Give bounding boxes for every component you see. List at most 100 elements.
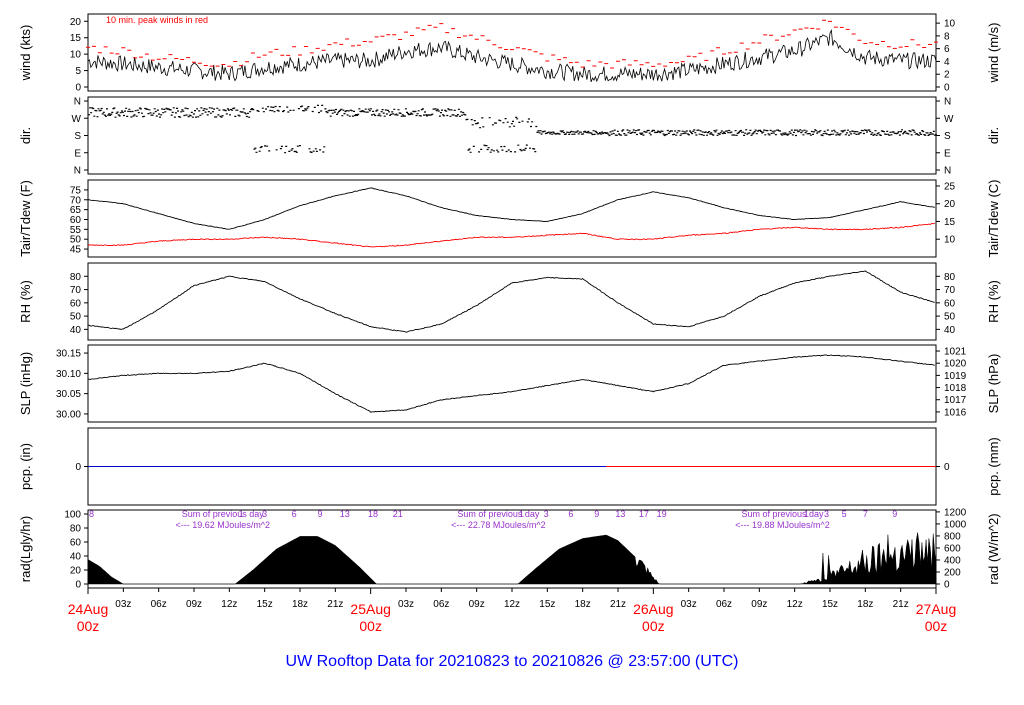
- day-label-date: 24Aug: [68, 601, 108, 617]
- ytick-right-label: 80: [944, 272, 956, 283]
- ytick-left-label: 100: [64, 510, 81, 521]
- xtick-label: 12z: [787, 599, 803, 610]
- ytick-left-label: 80: [70, 272, 82, 283]
- ytick-left-label: 45: [70, 245, 82, 256]
- ytick-left-label: 5: [75, 66, 81, 77]
- ylabel-right-slp: SLP (hPa): [986, 354, 1001, 414]
- day-label-date: 26Aug: [633, 601, 673, 617]
- ytick-right-label: S: [944, 131, 951, 142]
- xtick-label: 21z: [610, 599, 626, 610]
- ytick-right-label: 1018: [944, 383, 967, 394]
- ytick-left-label: 50: [70, 235, 82, 246]
- xtick-label: 09z: [186, 599, 202, 610]
- ytick-left-label: 15: [70, 33, 82, 44]
- ytick-right-label: 1019: [944, 371, 967, 382]
- day-label-time: 00z: [642, 618, 665, 634]
- sun-hour-mark: 21: [393, 509, 403, 519]
- ytick-left-label: 40: [70, 552, 82, 563]
- ytick-left-label: 20: [70, 566, 82, 577]
- ylabel-right-radiation: rad (W/m^2): [986, 513, 1001, 584]
- ytick-right-label: 1017: [944, 395, 967, 406]
- ytick-right-label: 4: [944, 57, 950, 68]
- panel-frame-dir: [87, 96, 937, 175]
- ytick-right-label: 70: [944, 285, 956, 296]
- ytick-right-label: N: [944, 166, 951, 177]
- daily-sum-value: <--- 22.78 MJoules/m^2: [451, 520, 546, 530]
- xtick-label: 18z: [292, 599, 308, 610]
- ytick-right-label: 25: [944, 181, 956, 192]
- ytick-left-label: 30.05: [56, 389, 81, 400]
- ytick-left-label: 0: [75, 462, 81, 473]
- ytick-right-label: 1200: [944, 507, 967, 518]
- ylabel-left-temperature: Tair/Tdew (F): [18, 180, 33, 257]
- ytick-left-label: 70: [70, 285, 82, 296]
- ylabel-right-pcp: pcp. (mm): [986, 437, 1001, 496]
- day-label-time: 00z: [925, 618, 948, 634]
- panel-frame-rh: [87, 262, 937, 341]
- ylabel-left-dir: dir.: [18, 127, 33, 144]
- chart-title: UW Rooftop Data for 20210823 to 20210826…: [286, 653, 739, 670]
- ytick-left-label: 60: [70, 298, 82, 309]
- ytick-left-label: 80: [70, 524, 82, 535]
- sun-hour-mark: 3: [824, 509, 829, 519]
- sun-hour-mark: 7: [863, 509, 868, 519]
- ytick-right-label: 1016: [944, 407, 967, 418]
- ytick-right-label: 50: [944, 312, 956, 323]
- series-wind-speed: [87, 29, 937, 83]
- sun-hour-mark: 9: [594, 509, 599, 519]
- day-label-date: 25Aug: [350, 601, 390, 617]
- xtick-label: 12z: [221, 599, 237, 610]
- xtick-label: 09z: [751, 599, 767, 610]
- ylabel-right-wind: wind (m/s): [986, 23, 1001, 84]
- ytick-right-label: 1000: [944, 519, 967, 530]
- panel-frame-slp: [87, 344, 937, 423]
- sun-hour-mark: 3: [262, 509, 267, 519]
- xtick-label: 12z: [504, 599, 520, 610]
- ytick-left-label: 10: [70, 50, 82, 61]
- ytick-right-label: E: [944, 148, 951, 159]
- sun-hour-mark: 13: [615, 509, 625, 519]
- xtick-label: 18z: [575, 599, 591, 610]
- ylabel-left-radiation: rad(Lgly/hr): [18, 516, 33, 582]
- xtick-label: 06z: [716, 599, 732, 610]
- ytick-left-label: 30.00: [56, 409, 81, 420]
- xtick-label: 03z: [681, 599, 697, 610]
- ytick-left-label: E: [74, 148, 81, 159]
- series-temperature-black: [87, 187, 935, 230]
- ytick-right-label: 20: [944, 199, 956, 210]
- ytick-right-label: W: [944, 114, 954, 125]
- sun-hour-mark: 1: [239, 509, 244, 519]
- series-temperature-red: [87, 222, 936, 248]
- day-label-time: 00z: [77, 618, 100, 634]
- xtick-label: 03z: [398, 599, 414, 610]
- ytick-right-label: 1020: [944, 359, 967, 370]
- ytick-right-label: 600: [944, 543, 961, 554]
- series-slp-black: [87, 354, 935, 413]
- sun-hour-mark: 9: [318, 509, 323, 519]
- ytick-left-label: 0: [75, 83, 81, 94]
- sun-hour-mark: 5: [842, 509, 847, 519]
- ytick-left-label: 60: [70, 215, 82, 226]
- day-label-date: 27Aug: [916, 601, 956, 617]
- panel-pcp: pcp. (in) pcp. (mm) 0 0: [18, 427, 1001, 506]
- ytick-right-label: 6: [944, 44, 950, 55]
- xtick-label: 21z: [327, 599, 343, 610]
- ytick-left-label: 60: [70, 538, 82, 549]
- daily-sum-value: <--- 19.88 MJoules/m^2: [735, 520, 830, 530]
- ytick-left-label: 30.10: [56, 369, 81, 380]
- panel-frame-wind: [87, 13, 937, 92]
- ytick-right-label: 2: [944, 70, 950, 81]
- panel-radiation: rad(Lgly/hr) rad (W/m^2)02040608010002004…: [18, 507, 1001, 590]
- ylabel-right-rh: RH (%): [986, 280, 1001, 323]
- wind-annotation: 10 min. peak winds in red: [106, 15, 208, 25]
- ylabel-left-wind: wind (kts): [18, 25, 33, 82]
- ytick-right-label: 10: [944, 235, 956, 246]
- xtick-label: 15z: [822, 599, 838, 610]
- series-peak-wind: [86, 19, 938, 69]
- ytick-left-label: 40: [70, 325, 82, 336]
- ytick-left-label: 30.15: [56, 349, 81, 360]
